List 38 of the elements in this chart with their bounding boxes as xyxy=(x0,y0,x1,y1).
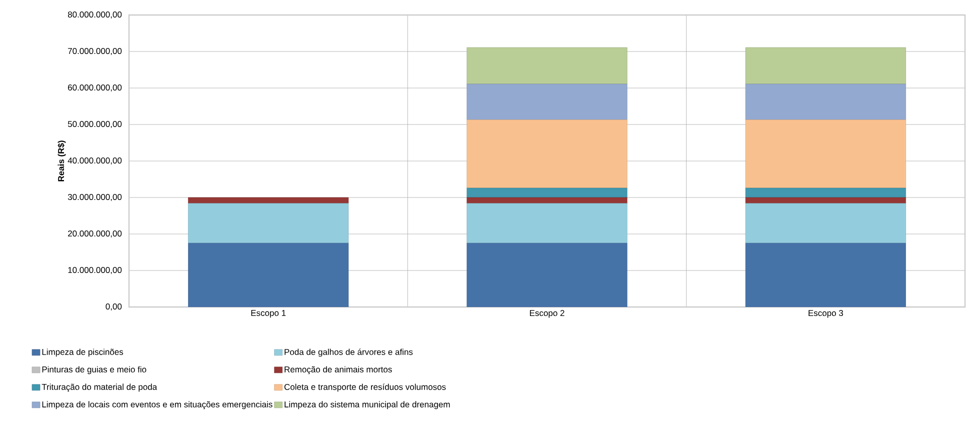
legend-label: Pinturas de guias e meio fio xyxy=(42,366,146,374)
legend-label: Trituração do material de poda xyxy=(42,384,158,392)
legend-label: Remoção de animais mortos xyxy=(284,366,392,374)
bar xyxy=(188,242,349,307)
bar xyxy=(466,197,628,204)
y-tick-label: 60.000.000,00 xyxy=(68,84,122,92)
bar xyxy=(745,242,906,307)
x-tick-label: Escopo 2 xyxy=(530,310,564,318)
legend-label: Limpeza do sistema municipal de drenagem xyxy=(284,401,450,410)
bar xyxy=(466,120,628,188)
legend-label: Limpeza de locais com eventos e em situações emergenciais xyxy=(42,401,272,410)
y-tick-label: 10.000.000,00 xyxy=(68,266,122,274)
y-axis-title: Reais (R$) xyxy=(58,140,66,182)
y-tick-label: 80.000.000,00 xyxy=(68,11,122,19)
bar xyxy=(745,188,906,198)
bar xyxy=(188,203,349,244)
bar xyxy=(745,197,906,204)
x-tick-label: Escopo 1 xyxy=(251,310,286,318)
legend-label: Limpeza de piscinões xyxy=(42,348,124,357)
y-tick-label: 50.000.000,00 xyxy=(68,120,122,128)
bar xyxy=(745,120,906,188)
bar xyxy=(745,47,906,84)
legend-label: Poda de galhos de árvores e afins xyxy=(284,348,413,357)
bar xyxy=(745,203,906,244)
y-tick-label: 70.000.000,00 xyxy=(68,48,122,56)
bar xyxy=(466,188,628,198)
legend-label: Coleta e transporte de resíduos volumosos xyxy=(284,384,446,392)
y-tick-label: 0,00 xyxy=(106,303,122,311)
bar xyxy=(466,203,628,244)
y-tick-label: 40.000.000,00 xyxy=(68,157,122,165)
bar xyxy=(745,84,906,120)
bar xyxy=(466,47,628,84)
bar xyxy=(188,197,349,204)
bar xyxy=(466,84,628,120)
x-tick-label: Escopo 3 xyxy=(808,310,844,318)
bar xyxy=(466,242,628,307)
y-tick-label: 20.000.000,00 xyxy=(68,230,122,238)
y-tick-label: 30.000.000,00 xyxy=(68,194,122,202)
